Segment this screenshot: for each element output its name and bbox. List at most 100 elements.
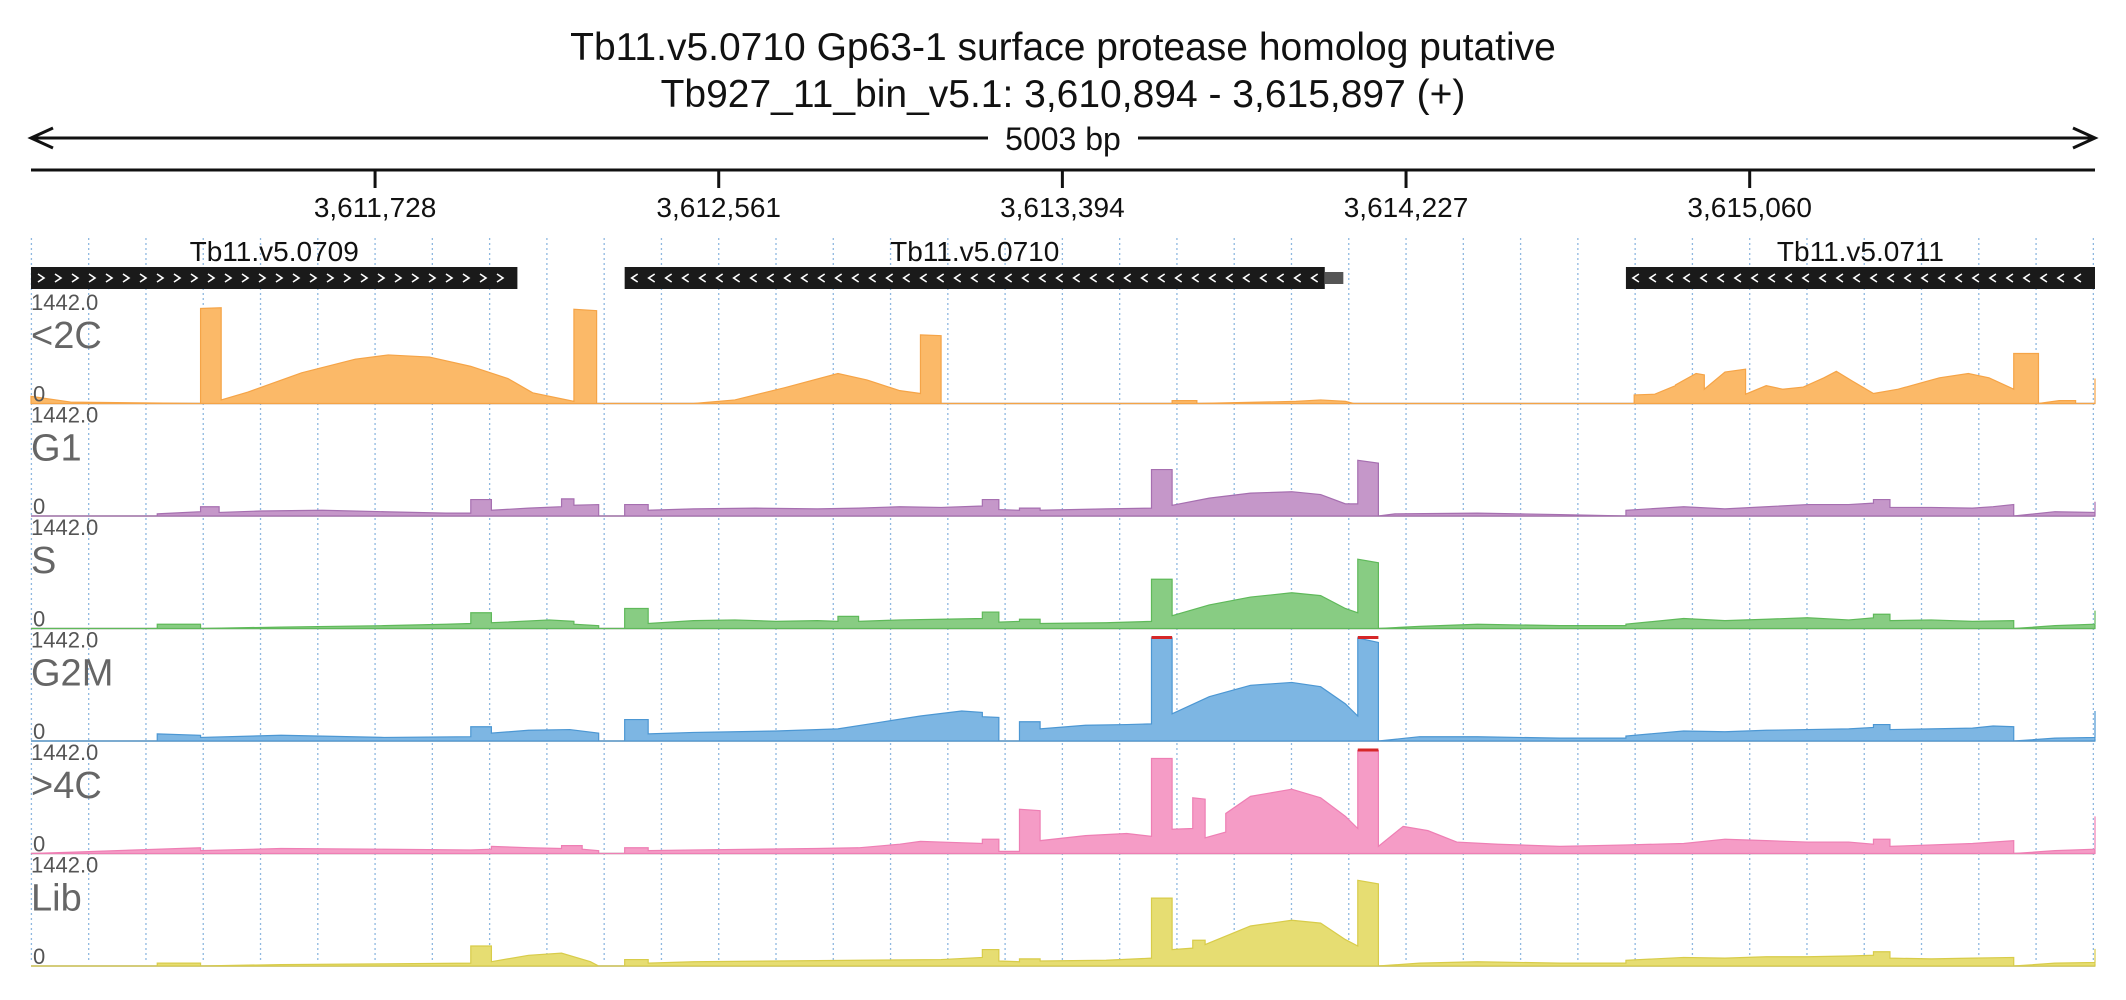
- coverage-tracks: 1442.0<2C01442.0G101442.0S01442.0G2M0144…: [30, 290, 2096, 969]
- strand-chevron: [1310, 273, 1319, 283]
- track-ymin-label: 0: [33, 382, 45, 407]
- strand-chevron: [647, 273, 656, 283]
- strand-chevron: [1191, 273, 1200, 283]
- strand-chevron: [1259, 273, 1268, 283]
- strand-chevron: [936, 273, 945, 283]
- track-ymax-label: 1442.0: [31, 628, 98, 653]
- strand-chevron: [851, 273, 860, 283]
- strand-chevron: [749, 273, 758, 283]
- span-arrowhead-left-icon: [27, 126, 54, 150]
- track-ymin-label: 0: [33, 607, 45, 632]
- strand-chevron: [1937, 273, 1946, 283]
- gene-body: [1625, 267, 2095, 289]
- strand-chevron: [1123, 273, 1132, 283]
- strand-chevron: [207, 273, 216, 283]
- overflow-marker: [1151, 636, 1173, 639]
- strand-chevron: [411, 273, 420, 283]
- strand-chevron: [800, 273, 809, 283]
- gene-track: Tb11.v5.0709 Tb11.v5.0710 Tb11.v5.0711: [31, 236, 2095, 289]
- strand-chevron: [987, 273, 996, 283]
- track-name-label: <2C: [31, 315, 102, 357]
- strand-chevron: [1988, 273, 1997, 283]
- track-name-label: G1: [31, 428, 82, 470]
- strand-chevron: [2073, 273, 2082, 283]
- strand-chevron: [664, 273, 673, 283]
- strand-chevron: [885, 273, 894, 283]
- span-length-label: 5003 bp: [1005, 121, 1121, 157]
- track-name-label: >4C: [31, 765, 102, 807]
- gene-body: [31, 267, 518, 289]
- strand-chevron: [1242, 273, 1251, 283]
- coverage-area: [31, 637, 2096, 742]
- strand-chevron: [343, 273, 352, 283]
- strand-chevron: [71, 273, 80, 283]
- track-name-label: Lib: [31, 878, 82, 920]
- strand-chevron: [817, 273, 826, 283]
- strand-chevron: [292, 273, 301, 283]
- strand-chevron: [105, 273, 114, 283]
- track-ymax-label: 1442.0: [31, 853, 98, 878]
- strand-chevron: [1004, 273, 1013, 283]
- strand-chevron: [1276, 273, 1285, 283]
- strand-chevron: [1682, 273, 1691, 283]
- strand-chevron: [902, 273, 911, 283]
- strand-chevron: [224, 273, 233, 283]
- strand-chevron: [1784, 273, 1793, 283]
- strand-chevron: [1733, 273, 1742, 283]
- strand-chevron: [1648, 273, 1657, 283]
- strand-chevron: [1903, 273, 1912, 283]
- strand-chevron: [173, 273, 182, 283]
- coverage-area: [31, 459, 2096, 517]
- axis-tick-label: 3,611,728: [314, 192, 437, 223]
- strand-chevron: [1140, 273, 1149, 283]
- track-ymin-label: 0: [33, 719, 45, 744]
- strand-chevron: [156, 273, 165, 283]
- gene-utr: [1324, 272, 1344, 284]
- strand-chevron: [1157, 273, 1166, 283]
- strand-chevron: [1055, 273, 1064, 283]
- strand-chevron: [1699, 273, 1708, 283]
- track-ymin-label: 0: [33, 944, 45, 969]
- strand-chevron: [462, 273, 471, 283]
- strand-chevron: [783, 273, 792, 283]
- track-name-label: G2M: [31, 653, 113, 695]
- track-ymax-label: 1442.0: [31, 290, 98, 315]
- strand-chevron: [1174, 273, 1183, 283]
- strand-chevron: [241, 273, 250, 283]
- strand-chevron: [2039, 273, 2048, 283]
- strand-chevron: [394, 273, 403, 283]
- coverage-area: [31, 558, 2096, 630]
- coverage-area: [30, 749, 2096, 855]
- strand-chevron: [360, 273, 369, 283]
- strand-chevron: [88, 273, 97, 283]
- chart-title-gene: Tb11.v5.0710 Gp63-1 surface protease hom…: [570, 26, 1556, 69]
- overflow-marker: [1357, 636, 1379, 639]
- axis-tick-label: 3,612,561: [656, 192, 781, 223]
- strand-chevron: [1835, 273, 1844, 283]
- gene-label: Tb11.v5.0710: [890, 236, 1059, 267]
- strand-chevron: [1665, 273, 1674, 283]
- strand-chevron: [445, 273, 454, 283]
- axis-tick-label: 3,613,394: [1000, 192, 1125, 223]
- gene-label: Tb11.v5.0711: [1777, 236, 1944, 267]
- dotted-gridlines: [30, 238, 2094, 962]
- strand-chevron: [732, 273, 741, 283]
- strand-chevron: [139, 273, 148, 283]
- strand-chevron: [698, 273, 707, 283]
- strand-chevron: [1750, 273, 1759, 283]
- strand-chevron: [1954, 273, 1963, 283]
- coverage-track: 1442.0>4C 0: [30, 740, 2096, 857]
- coordinate-axis: 3,611,728 3,612,561 3,613,394 3,614,227 3,61…: [31, 168, 2095, 223]
- strand-chevron: [1038, 273, 1047, 283]
- strand-chevron: [1886, 273, 1895, 283]
- track-ymax-label: 1442.0: [31, 515, 98, 540]
- strand-chevron: [1716, 273, 1725, 283]
- strand-chevron: [766, 273, 775, 283]
- coverage-area: [31, 879, 2096, 967]
- strand-chevron: [1920, 273, 1929, 283]
- strand-chevron: [1021, 273, 1030, 283]
- strand-chevron: [681, 273, 690, 283]
